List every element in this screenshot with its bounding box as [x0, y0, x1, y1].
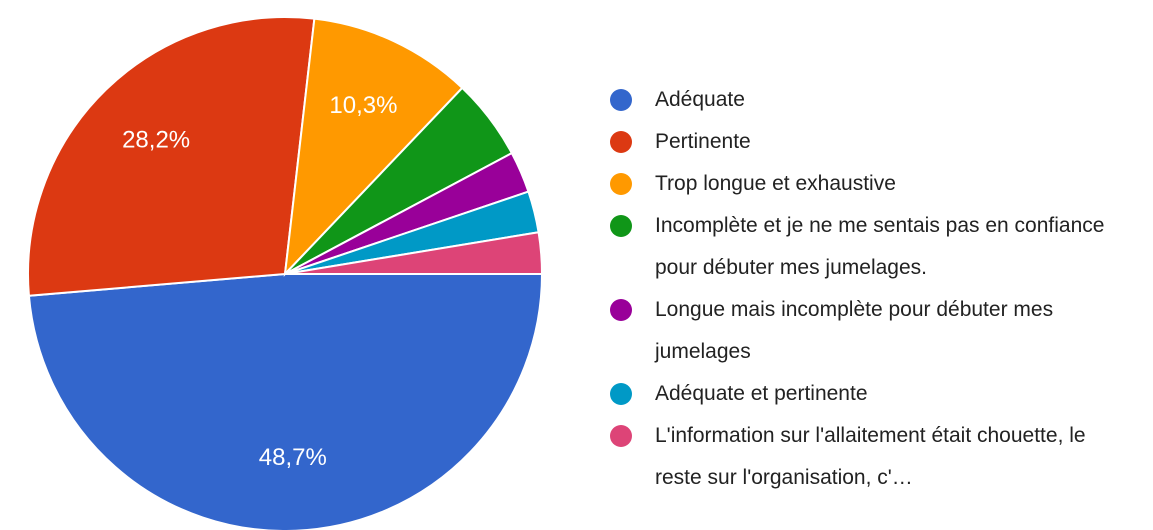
legend-item: Longue mais incomplète pour débuter mes … [610, 289, 1130, 373]
legend-item: Incomplète et je ne me sentais pas en co… [610, 205, 1130, 289]
legend-swatch [610, 425, 632, 447]
legend-label: Trop longue et exhaustive [655, 172, 896, 195]
legend-label: Adéquate et pertinente [655, 382, 868, 405]
legend-label: Incomplète et je ne me sentais pas en co… [655, 214, 1105, 279]
pie: 48,7% 28,2% 10,3% [27, 16, 544, 530]
legend-item: Adéquate et pertinente [610, 373, 1130, 415]
slice-label: 10,3% [329, 92, 397, 119]
pie-slice [284, 231, 544, 275]
pie-slice [27, 16, 316, 297]
pie-slice [27, 273, 544, 530]
legend-item: L'information sur l'allaitement était ch… [610, 415, 1130, 499]
legend-swatch [610, 299, 632, 321]
pie-slice [283, 17, 464, 277]
slice-label: 48,7% [259, 444, 327, 471]
legend-label: Pertinente [655, 130, 751, 153]
legend-swatch [610, 131, 632, 153]
legend-label: Longue mais incomplète pour débuter mes … [655, 298, 1054, 363]
slice-label: 28,2% [122, 127, 190, 154]
legend-item: Pertinente [610, 121, 1130, 163]
legend: Adéquate Pertinente Trop longue et exhaust… [610, 79, 1130, 499]
legend-swatch [610, 173, 632, 195]
legend-swatch [610, 215, 632, 237]
legend-item: Adéquate [610, 79, 1130, 121]
legend-label: L'information sur l'allaitement était ch… [655, 424, 1086, 489]
legend-item: Trop longue et exhaustive [610, 163, 1130, 205]
legend-swatch [610, 383, 632, 405]
legend-swatch [610, 89, 632, 111]
legend-label: Adéquate [655, 88, 745, 111]
